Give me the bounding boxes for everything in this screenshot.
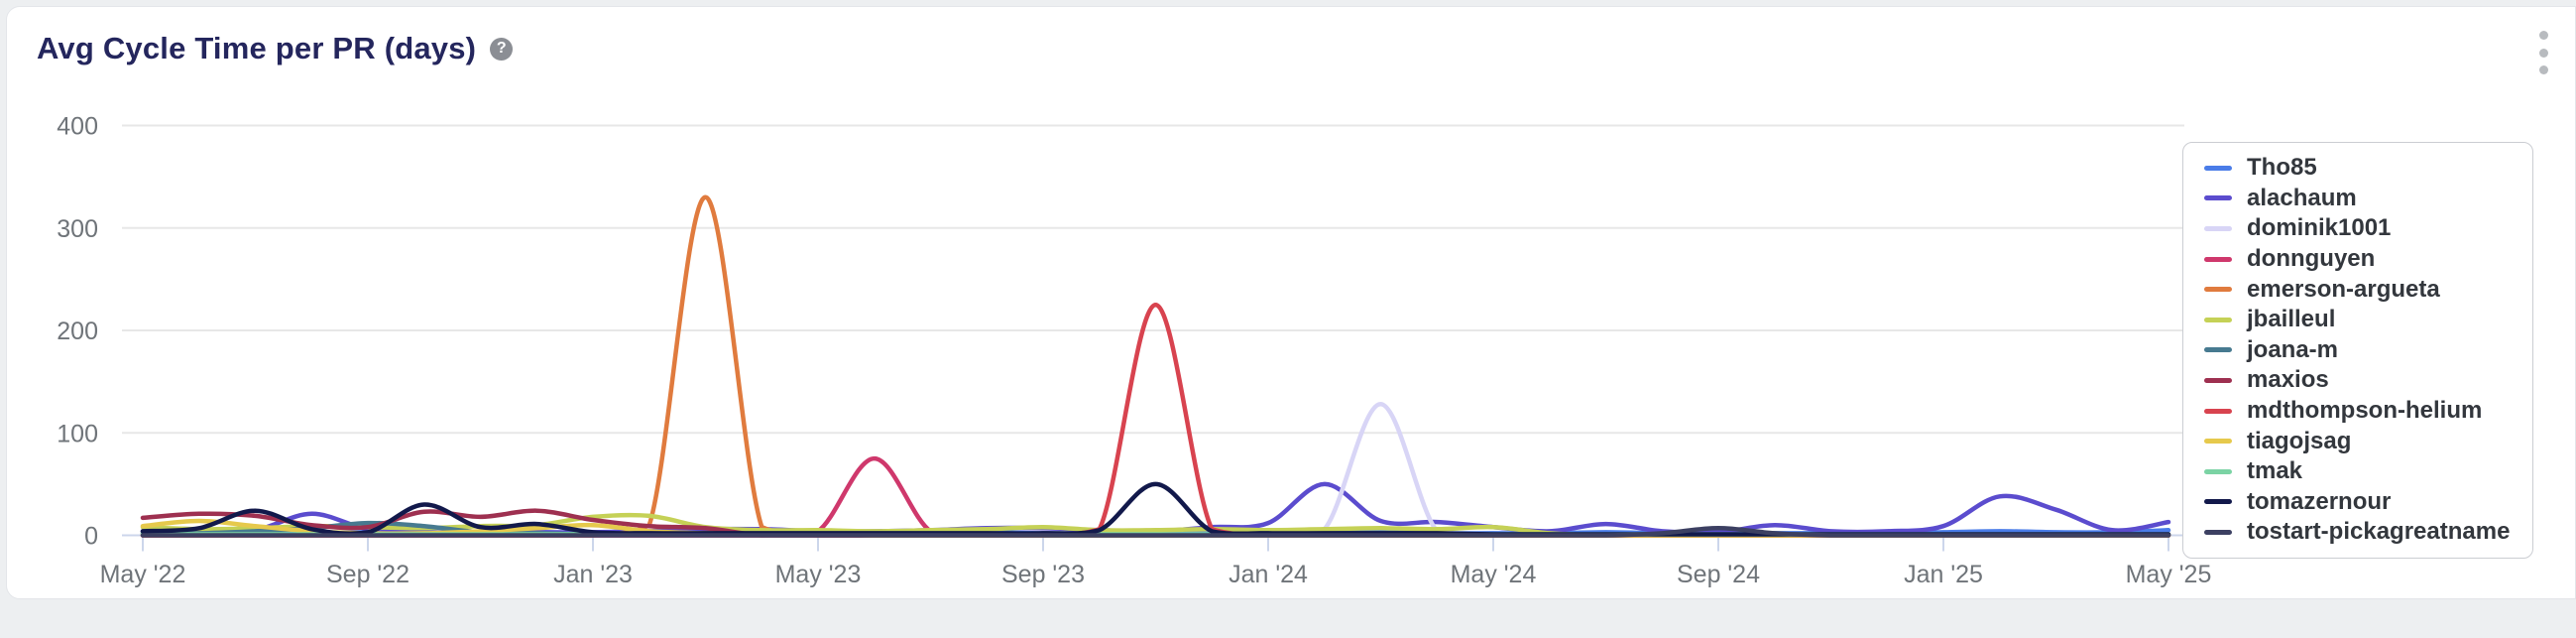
y-axis-tick-label: 200 xyxy=(57,318,98,345)
legend-item-label: emerson-argueta xyxy=(2247,275,2440,303)
x-axis-tick-label: Sep '22 xyxy=(326,561,410,588)
x-axis-tick-label: May '23 xyxy=(775,561,862,588)
legend-item[interactable]: Tho85 xyxy=(2183,153,2532,184)
legend-item[interactable]: alachaum xyxy=(2183,184,2532,214)
kebab-menu-icon[interactable] xyxy=(2537,31,2549,74)
x-axis-tick-label: May '22 xyxy=(100,561,186,588)
legend-item-label: tiagojsag xyxy=(2247,427,2352,454)
legend-swatch xyxy=(2204,256,2232,262)
help-glyph: ? xyxy=(496,40,507,57)
legend-item-label: dominik1001 xyxy=(2247,214,2392,242)
legend-swatch xyxy=(2204,408,2232,414)
legend-swatch xyxy=(2204,287,2232,293)
legend-item[interactable]: dominik1001 xyxy=(2183,213,2532,244)
legend-item-label: maxios xyxy=(2247,366,2329,394)
legend-swatch xyxy=(2204,347,2232,353)
legend-swatch xyxy=(2204,165,2232,171)
legend-item[interactable]: joana-m xyxy=(2183,335,2532,366)
legend-item[interactable]: emerson-argueta xyxy=(2183,274,2532,305)
x-axis-tick-label: Sep '23 xyxy=(1001,561,1085,588)
chart-canvas: 0 100 200 300 400 May '22 Sep '22 Jan '23 May '2… xyxy=(57,113,2212,589)
y-axis-tick-label: 0 xyxy=(84,523,98,551)
help-icon[interactable]: ? xyxy=(490,37,514,61)
x-axis-tick-label: Jan '24 xyxy=(1229,561,1308,588)
legend-item[interactable]: donnguyen xyxy=(2183,244,2532,275)
y-axis-tick-label: 300 xyxy=(57,215,98,243)
legend-item-label: tostart-pickagreatname xyxy=(2247,518,2511,546)
legend-item[interactable]: mdthompson-helium xyxy=(2183,396,2532,427)
legend-swatch xyxy=(2204,195,2232,201)
page-title: Avg Cycle Time per PR (days) xyxy=(37,31,477,65)
x-axis-tick-label: Jan '25 xyxy=(1904,561,1983,588)
chart-header: Avg Cycle Time per PR (days) ? xyxy=(37,31,514,66)
legend-item-label: Tho85 xyxy=(2247,154,2317,182)
legend-swatch xyxy=(2204,468,2232,474)
legend-item[interactable]: tomazernour xyxy=(2183,487,2532,518)
legend-item-label: mdthompson-helium xyxy=(2247,397,2483,425)
legend-swatch xyxy=(2204,377,2232,383)
series-line-mdthompson-helium[interactable] xyxy=(140,302,2171,538)
legend-item-label: jbailleul xyxy=(2247,306,2336,333)
x-axis-tick-label: May '25 xyxy=(2126,561,2212,588)
legend-item[interactable]: maxios xyxy=(2183,365,2532,396)
legend-swatch xyxy=(2204,317,2232,322)
y-axis-tick-label: 400 xyxy=(57,113,98,141)
legend-swatch xyxy=(2204,529,2232,535)
x-axis-tick-label: Sep '24 xyxy=(1677,561,1760,588)
legend: Tho85 alachaum dominik1001 donnguyen emerson… xyxy=(2182,142,2533,559)
legend-swatch xyxy=(2204,225,2232,231)
legend-item[interactable]: tmak xyxy=(2183,456,2532,487)
legend-swatch xyxy=(2204,499,2232,505)
x-axis-tick-label: Jan '23 xyxy=(553,561,633,588)
legend-swatch xyxy=(2204,439,2232,445)
chart-card: Avg Cycle Time per PR (days) ? 0 100 200 30… xyxy=(6,6,2576,599)
legend-item-label: joana-m xyxy=(2247,335,2339,363)
series-line-dominik1001[interactable] xyxy=(140,402,2171,538)
legend-item-label: tmak xyxy=(2247,457,2303,485)
y-axis-tick-label: 100 xyxy=(57,420,98,447)
legend-item[interactable]: jbailleul xyxy=(2183,305,2532,335)
legend-item-label: donnguyen xyxy=(2247,245,2376,273)
legend-item-label: tomazernour xyxy=(2247,487,2392,515)
series-line-donnguyen[interactable] xyxy=(140,455,2171,538)
legend-item-label: alachaum xyxy=(2247,184,2357,211)
legend-item[interactable]: tostart-pickagreatname xyxy=(2183,517,2532,548)
series-line-tostart-pickagreatname[interactable] xyxy=(140,526,2171,538)
x-axis-tick-label: May '24 xyxy=(1451,561,1537,588)
legend-item[interactable]: tiagojsag xyxy=(2183,426,2532,456)
